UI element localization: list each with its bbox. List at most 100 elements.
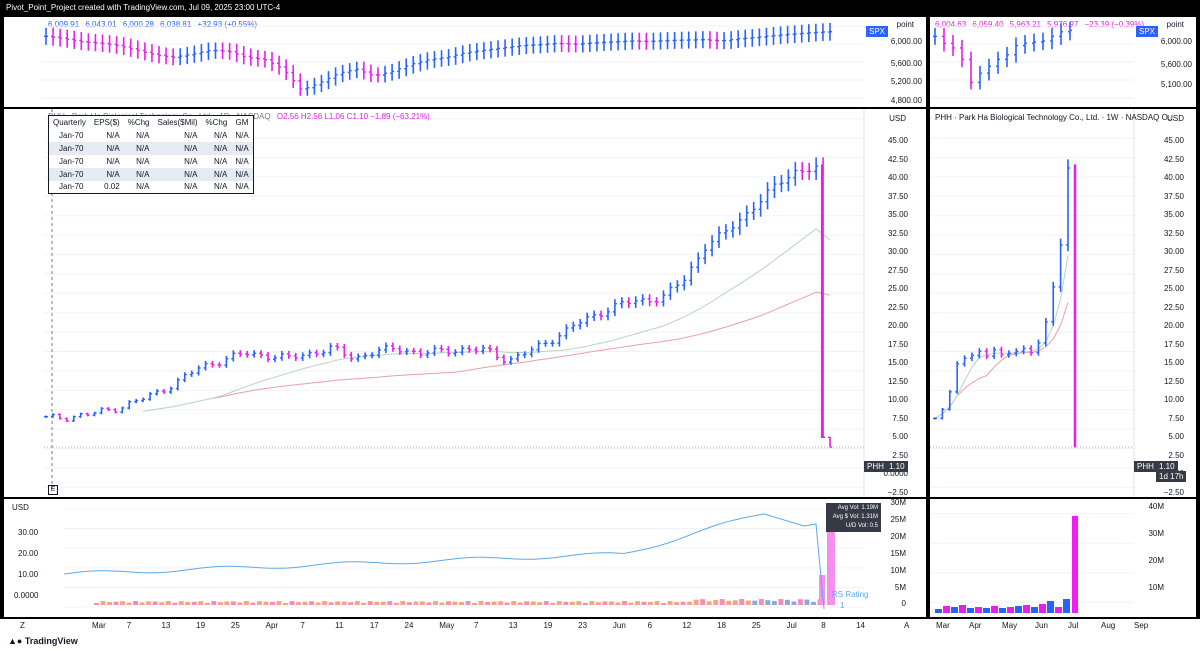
spx-pane-left[interactable]: 6,009.91 6,043.01 6,000.28 6,038.81 +32.… [4,17,926,107]
volume-bar [263,601,269,605]
avg-vol: Avg Vol: 1.19M [837,505,878,511]
y-axis-tick: 10.00 [887,395,908,404]
volume-bar [530,601,536,605]
volume-bar [687,601,693,605]
volume-bar [367,601,373,605]
avg-dollar-volume-line [63,513,825,610]
volume-bar [113,601,119,605]
volume-bar [341,601,347,605]
y-axis-tick: 0 [901,599,906,609]
y-axis-tick: 37.50 [887,191,908,201]
volume-bar [726,600,732,605]
weekly-volume-bar [1047,601,1054,613]
spx-close: 5,976.97 [1047,20,1079,29]
volume-bar [374,601,380,605]
volume-pane-left[interactable]: USD 30.00 20.00 10.00 0.0000 30M 25M 20M 15… [4,499,926,617]
volume-currency: USD [12,503,29,512]
volume-bar [719,599,725,605]
vol-left-tick: 30.00 [18,528,39,537]
phh-weekly-chart [930,109,1135,497]
fund-cell: 0.02 [104,182,120,192]
volume-bar [628,602,634,605]
time-tick: Sep [1134,621,1149,630]
y-axis-tick: 15M [890,548,906,558]
fund-cell: N/A [235,156,249,166]
fund-cell: N/A [201,141,232,155]
volume-chart-left [63,508,864,610]
spx-change: −23.39 (−0.39%) [1084,20,1145,29]
fund-cell: N/A [231,167,254,181]
time-tick: 19 [196,621,206,630]
time-tick: 23 [578,621,588,630]
fund-cell: N/A [213,182,228,192]
ud-vol: U/D Vol: 0.5 [845,523,878,529]
weekly-volume-bar [951,607,958,613]
vol-left-tick: 0.0000 [14,591,39,600]
currency-label: USD [889,114,906,123]
time-tick: 18 [717,621,726,630]
spx-y-tick: 5,600.00 [890,59,922,68]
spx-y-tick: 6,000.00 [890,37,922,46]
volume-bar [745,600,751,605]
volume-bar [674,601,680,605]
fund-header-cell: EPS($) [93,117,120,127]
fund-cell: N/A [235,182,249,192]
volume-bar [765,600,771,605]
volume-bar [406,602,412,605]
main-price-pane-left[interactable]: PHH · Park Ha Biological Technology Co.,… [4,109,926,497]
spx-open: 6,004.63 [935,20,967,29]
time-tick: May [439,621,455,630]
volume-bar [713,599,719,605]
volume-bar [654,601,660,605]
rs-rating-value: 1 [840,601,845,610]
y-axis-tick: 17.50 [1163,339,1184,349]
y-axis-tick: 40.00 [1163,173,1184,182]
spx-pane-right[interactable]: 6,004.63 6,059.40 5,963.21 5,976.97 −23.… [930,17,1196,107]
time-axis[interactable]: Z A Mar 7 13 19 25 Apr 7 11 17 24 May 7 13 19 23 Jun 6 12… [0,619,1200,632]
symbol-price-tag: PHH [1134,461,1157,472]
time-tick: Apr [265,621,279,630]
fund-cell: N/A [213,130,228,140]
auto-scale-icon[interactable]: A [904,621,910,630]
footer-brand[interactable]: ▲● TradingView [0,632,1200,651]
y-axis-tick: 5M [894,582,906,592]
volume-bar [608,601,614,605]
volume-bar [309,601,315,605]
fund-cell: Jan-70 [48,141,90,155]
y-axis-tick: 32.50 [887,228,908,238]
main-price-pane-right[interactable]: PHH · Park Ha Biological Technology Co.,… [930,109,1196,497]
weekly-volume-bar [999,608,1006,613]
earnings-marker[interactable]: E [48,485,58,495]
spx-symbol-tag: SPX [1136,26,1159,37]
time-tick: Jun [1035,621,1048,630]
volume-pane-right[interactable]: 40M 30M 20M 10M [930,499,1196,617]
volume-bar [667,601,673,605]
fund-header-cell: Quarterly [53,117,86,127]
volume-bar [348,602,354,605]
bar-countdown: 1d 17h [1156,471,1187,482]
fund-cell: N/A [184,130,198,140]
time-tick: May [1002,621,1018,630]
spx-ohlc-legend: 6,009.91 6,043.01 6,000.28 6,038.81 +32.… [48,20,261,29]
fund-header-cell: %Chg [205,117,228,127]
fund-cell: N/A [136,130,150,140]
fund-cell: N/A [213,156,228,166]
volume-chart-right [930,513,1134,613]
spx-axis-title: point [896,20,914,29]
spx-symbol-tag: SPX [866,26,889,37]
time-tick: 6 [647,621,653,630]
fund-header-cell: Sales($Mil) [157,117,198,127]
weekly-volume-bar [943,606,950,613]
legend-title: PHH · Park Ha Biological Technology Co.,… [935,113,1175,122]
volume-bar [498,601,504,605]
volume-bar [563,601,569,605]
volume-bar [634,601,640,605]
volume-bar [569,601,575,605]
goto-date-icon[interactable]: Z [20,621,25,630]
volume-bar [491,601,497,605]
volume-bar [322,601,328,605]
moving-average-long [934,301,1069,419]
weekly-volume-spike [1072,516,1078,613]
time-tick: Apr [969,621,982,630]
volume-bar [335,601,341,605]
